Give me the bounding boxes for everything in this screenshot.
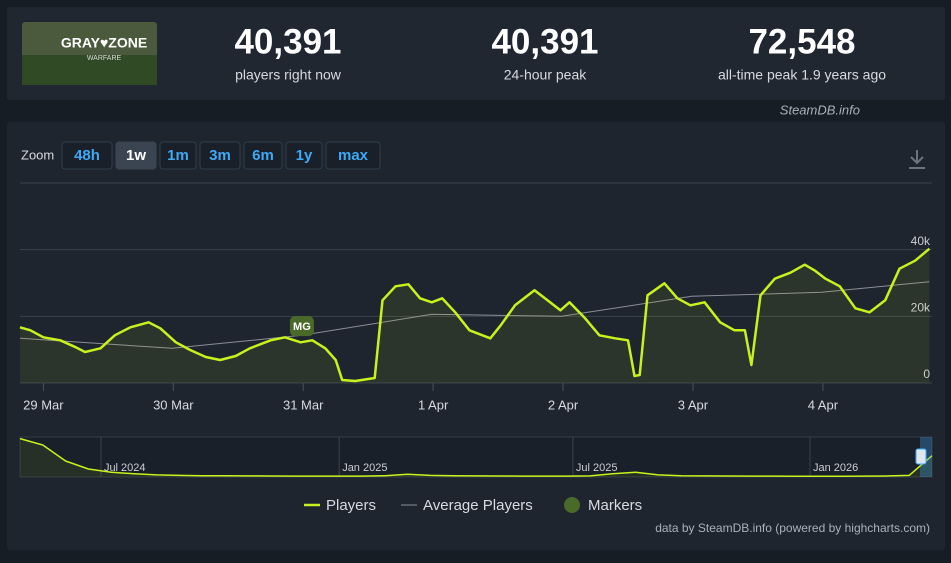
zoom-button-bg bbox=[285, 141, 323, 170]
y-tick-label: 0 bbox=[923, 367, 930, 381]
x-tick-label: 4 Apr bbox=[808, 397, 839, 412]
stats-panel bbox=[7, 7, 945, 100]
legend-item[interactable]: Markers bbox=[564, 497, 642, 514]
marker-label: MG bbox=[293, 321, 311, 333]
legend-label: Players bbox=[326, 497, 376, 514]
credit: data by SteamDB.info (powered by highcha… bbox=[655, 521, 930, 535]
zoom-label: Zoom bbox=[21, 147, 54, 162]
y-tick-label: 40k bbox=[911, 234, 931, 248]
zoom-button[interactable]: 6m bbox=[243, 141, 283, 170]
area bbox=[20, 438, 932, 477]
zoom-button-label: 1w bbox=[126, 147, 146, 164]
game-image-ground bbox=[22, 55, 157, 85]
legend-item[interactable]: Average Players bbox=[401, 497, 533, 514]
navigator-bg bbox=[19, 436, 933, 478]
zoom-button-bg bbox=[159, 141, 197, 170]
legend-label: Average Players bbox=[423, 497, 533, 514]
x-tick-label: 3 Apr bbox=[678, 397, 709, 412]
zoom-button-label: 3m bbox=[209, 147, 231, 164]
zoom-button[interactable]: max bbox=[325, 141, 381, 170]
zoom-button[interactable]: 1w bbox=[115, 141, 157, 170]
line bbox=[19, 437, 933, 477]
stat-value: 40,391 bbox=[491, 22, 598, 61]
legend-symbol bbox=[564, 497, 580, 513]
stat-label: players right now bbox=[235, 67, 342, 83]
stat-label: 24-hour peak bbox=[504, 67, 588, 83]
zoom-button-label: 1m bbox=[167, 147, 189, 164]
x-tick-label: 31 Mar bbox=[283, 397, 324, 412]
game-logo-sub: WARFARE bbox=[87, 55, 122, 62]
y-tick-label: 20k bbox=[911, 301, 931, 315]
source: SteamDB.info bbox=[780, 102, 860, 117]
zoom-button[interactable]: 1m bbox=[159, 141, 197, 170]
x-tick-label: 30 Mar bbox=[153, 397, 194, 412]
zoom-button-bg bbox=[61, 141, 113, 170]
zoom-button-label: 48h bbox=[74, 147, 100, 164]
zoom-button-label: 6m bbox=[252, 147, 274, 164]
stat-value: 72,548 bbox=[748, 22, 855, 61]
navigator-label: Jan 2025 bbox=[342, 462, 387, 474]
legend-item[interactable]: Players bbox=[304, 497, 376, 514]
zoom-button[interactable]: 48h bbox=[61, 141, 113, 170]
area bbox=[20, 248, 930, 383]
zoom-button-bg bbox=[325, 141, 381, 170]
download-icon bbox=[909, 150, 925, 169]
zoom-button-bg bbox=[115, 141, 157, 170]
zoom-button[interactable]: 3m bbox=[199, 141, 241, 170]
zoom-button-bg bbox=[243, 141, 283, 170]
zoom-button-label: max bbox=[338, 147, 369, 164]
line bbox=[19, 281, 930, 349]
navigator-label: Jul 2025 bbox=[576, 462, 618, 474]
line bbox=[19, 247, 931, 383]
marker[interactable] bbox=[289, 316, 314, 337]
zoom-button-bg bbox=[199, 141, 241, 170]
stat-value: 40,391 bbox=[234, 22, 341, 61]
x-tick-label: 2 Apr bbox=[548, 397, 579, 412]
legend-label: Markers bbox=[588, 497, 642, 514]
navigator-label: Jan 2026 bbox=[813, 462, 858, 474]
game-logo: GRAY♥ZONE bbox=[61, 35, 147, 51]
x-tick-label: 29 Mar bbox=[23, 397, 64, 412]
stat-label: all-time peak 1.9 years ago bbox=[718, 67, 886, 83]
download[interactable] bbox=[909, 150, 925, 169]
zoom-button-label: 1y bbox=[296, 147, 313, 164]
x-tick-label: 1 Apr bbox=[418, 397, 449, 412]
navigator-handle[interactable] bbox=[915, 448, 927, 465]
navigator-label: Jul 2024 bbox=[104, 462, 146, 474]
zoom-button[interactable]: 1y bbox=[285, 141, 323, 170]
